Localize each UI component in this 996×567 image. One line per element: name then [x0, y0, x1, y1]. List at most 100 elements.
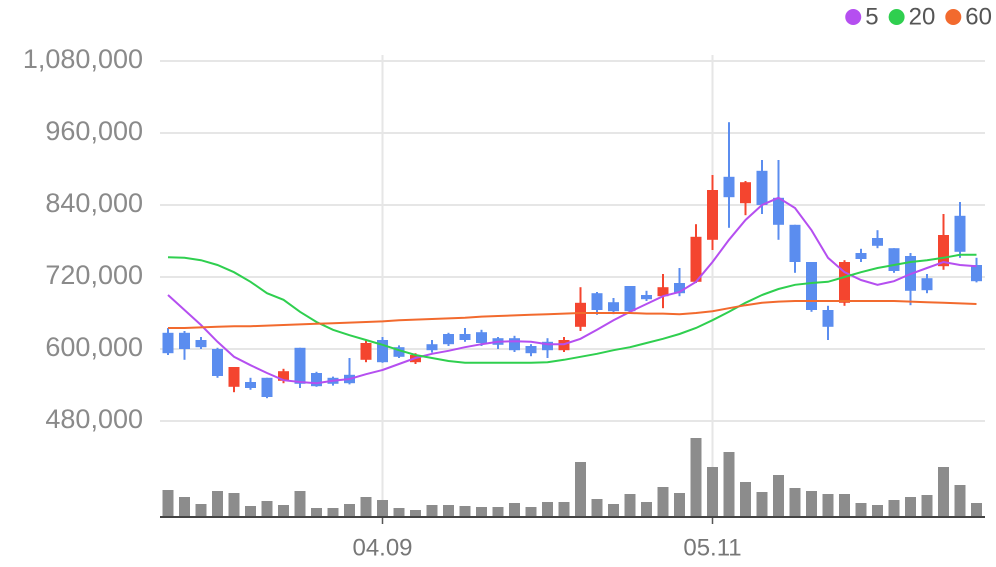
candle-body: [360, 343, 372, 360]
candle-body: [723, 176, 735, 198]
volume-bar: [245, 506, 256, 517]
volume-bar: [822, 494, 834, 517]
volume-bar: [575, 462, 586, 517]
volume-bar: [657, 487, 669, 517]
volume-bar: [723, 452, 735, 517]
volume-bar: [311, 508, 322, 517]
volume-bar: [162, 490, 174, 517]
candle-body: [278, 371, 289, 381]
volume-bar: [393, 508, 405, 517]
candle-body: [872, 238, 883, 246]
candle-body: [426, 344, 438, 351]
volume-bar: [476, 507, 487, 517]
candle-body: [591, 293, 603, 310]
legend-marker: [888, 9, 905, 25]
legend-label: 60: [965, 3, 992, 30]
volume-bar: [525, 507, 537, 517]
candle-body: [228, 367, 240, 387]
volume-bar: [855, 503, 867, 517]
legend-marker: [945, 9, 962, 25]
volume-bar: [806, 491, 817, 517]
candle-body: [459, 334, 471, 340]
candle-body: [393, 347, 405, 357]
candle-body: [311, 373, 322, 387]
volume-bar: [344, 504, 355, 517]
volume-bar: [707, 467, 718, 517]
y-tick-label: 720,000: [45, 260, 143, 290]
candle-body: [525, 346, 537, 354]
candle-body: [162, 332, 174, 354]
volume-bar: [179, 497, 190, 517]
volume-bar: [905, 497, 916, 517]
candle-body: [855, 253, 867, 259]
candle-body: [839, 262, 850, 303]
candle-body: [212, 349, 223, 376]
volume-bar: [278, 505, 289, 517]
candle-body: [773, 197, 784, 225]
y-tick-label: 480,000: [45, 404, 143, 434]
volume-bar: [756, 492, 768, 517]
y-tick-label: 960,000: [45, 116, 143, 146]
volume-bar: [690, 438, 702, 517]
candle-body: [377, 340, 388, 363]
candle-body: [674, 283, 685, 294]
candle-body: [509, 338, 520, 351]
volume-bar: [608, 504, 619, 517]
candle-body: [261, 377, 273, 397]
candle-body: [690, 236, 702, 282]
volume-bar: [938, 467, 949, 517]
x-tick-label: 04.09: [352, 534, 412, 561]
candle-body: [756, 170, 768, 205]
candle-body: [542, 341, 553, 351]
candle-body: [608, 302, 619, 312]
candle-body: [443, 334, 454, 345]
volume-bar: [674, 493, 685, 517]
volume-bar: [261, 501, 273, 517]
candle-body: [921, 278, 933, 291]
volume-bar: [492, 507, 504, 517]
volume-bar: [641, 502, 652, 517]
ma-line: [167, 253, 977, 364]
candle-body: [740, 182, 751, 204]
volume-bar: [740, 482, 751, 517]
volume-bar: [888, 500, 900, 517]
candle-body: [476, 332, 487, 343]
volume-bar: [212, 491, 223, 517]
volume-bar: [443, 505, 454, 517]
volume-bar: [377, 500, 388, 517]
volume-bar: [839, 494, 850, 517]
candle-body: [641, 295, 652, 300]
legend-label: 20: [909, 3, 936, 30]
volume-bar: [459, 506, 471, 517]
volume-bar: [624, 494, 636, 517]
legend-marker: [845, 9, 862, 25]
volume-bar: [327, 508, 339, 517]
candle-body: [657, 287, 669, 297]
candle-body: [971, 265, 982, 282]
volume-bar: [228, 493, 240, 517]
x-tick-label: 05.11: [683, 534, 741, 561]
volume-bar: [509, 503, 520, 517]
candle-body: [806, 262, 817, 310]
y-tick-label: 840,000: [45, 188, 143, 218]
candle-body: [938, 235, 949, 267]
volume-bar: [921, 495, 933, 517]
candle-body: [822, 310, 834, 327]
candle-body: [789, 224, 801, 262]
volume-bar: [558, 502, 570, 517]
candle-body: [294, 347, 306, 384]
volume-bar: [971, 503, 982, 517]
volume-bar: [954, 485, 966, 517]
volume-bar: [542, 502, 553, 517]
candle-body: [624, 286, 636, 312]
volume-bar: [773, 475, 784, 517]
ma-line: [167, 196, 977, 385]
candle-body: [245, 382, 256, 388]
y-tick-label: 1,080,000: [23, 44, 143, 74]
volume-bar: [591, 499, 603, 517]
candle-body: [575, 302, 586, 327]
legend-label: 5: [865, 3, 878, 30]
candle-body: [888, 248, 900, 271]
candle-body: [954, 215, 966, 252]
